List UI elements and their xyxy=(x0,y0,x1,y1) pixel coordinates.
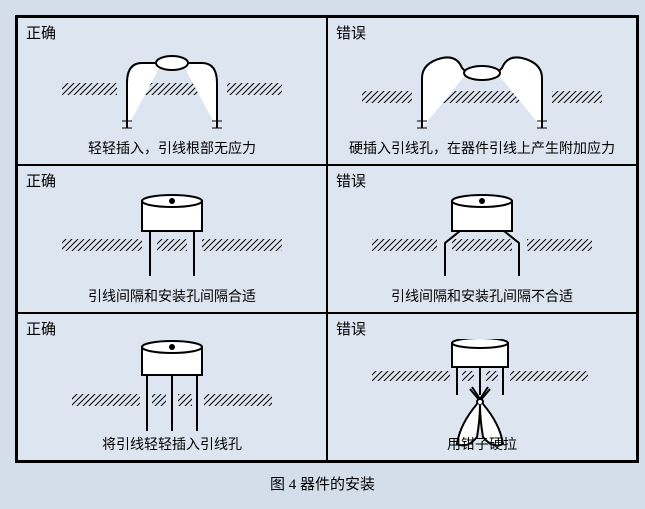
label-correct: 正确 xyxy=(26,170,318,191)
caption-correct-1: 轻轻插入，引线根部无应力 xyxy=(28,138,316,158)
cell-wrong-1: 错误 硬插入引线孔，在器件引线上产生附加应力 xyxy=(327,17,637,165)
label-correct: 正确 xyxy=(26,22,318,43)
cell-wrong-3: 错误 用钳子硬拉 xyxy=(327,313,637,461)
caption-correct-3: 将引线轻轻插入引线孔 xyxy=(28,434,316,454)
figure-caption: 图 4 器件的安装 xyxy=(15,473,630,494)
cell-correct-2: 正确 引线间隔和安装孔间隔合适 xyxy=(17,165,327,313)
diagram-correct-1 xyxy=(42,43,302,133)
label-wrong: 错误 xyxy=(336,170,628,191)
label-wrong: 错误 xyxy=(336,22,628,43)
row-1: 正确 轻轻插入，引线根部无应力 错误 硬插入引线孔，在器件引线上产生附加应力 xyxy=(17,17,637,165)
caption-correct-2: 引线间隔和安装孔间隔合适 xyxy=(28,286,316,306)
label-correct: 正确 xyxy=(26,318,318,339)
diagram-frame: 正确 轻轻插入，引线根部无应力 错误 硬插入引线孔，在器件引线上产生附加应力 正… xyxy=(15,15,639,463)
cell-wrong-2: 错误 引线间隔和安装孔间隔不合适 xyxy=(327,165,637,313)
row-2: 正确 引线间隔和安装孔间隔合适 错误 引线间隔和安装孔间隔不合适 xyxy=(17,165,637,313)
row-3: 正确 将引线轻轻插入引线孔 错误 用钳子硬拉 xyxy=(17,313,637,461)
label-wrong: 错误 xyxy=(336,318,628,339)
diagram-wrong-2 xyxy=(342,191,622,286)
diagram-wrong-1 xyxy=(342,43,622,133)
cell-correct-1: 正确 轻轻插入，引线根部无应力 xyxy=(17,17,327,165)
caption-wrong-2: 引线间隔和安装孔间隔不合适 xyxy=(338,286,626,306)
cell-correct-3: 正确 将引线轻轻插入引线孔 xyxy=(17,313,327,461)
diagram-correct-3 xyxy=(42,339,302,439)
caption-wrong-3: 用钳子硬拉 xyxy=(338,434,626,454)
diagram-correct-2 xyxy=(42,191,302,286)
caption-wrong-1: 硬插入引线孔，在器件引线上产生附加应力 xyxy=(338,138,626,158)
